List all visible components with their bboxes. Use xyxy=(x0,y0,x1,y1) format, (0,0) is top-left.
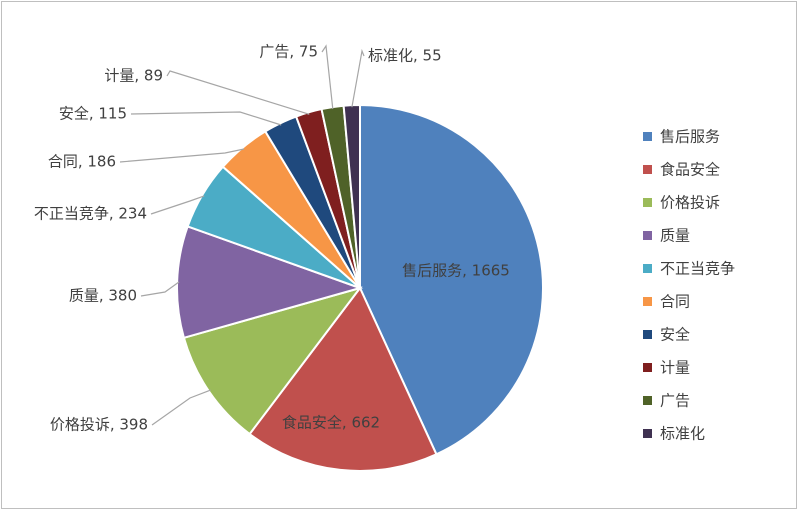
legend-swatch xyxy=(643,132,652,141)
legend-label: 不正当竞争 xyxy=(660,260,735,278)
leader-line xyxy=(351,48,365,108)
legend-label: 售后服务 xyxy=(660,128,720,146)
legend-item: 价格投诉 xyxy=(643,194,720,212)
legend-swatch xyxy=(643,198,652,207)
pie-slice xyxy=(359,103,544,456)
leader-line xyxy=(119,148,245,163)
data-labels: 售后服务, 1665 食品安全, 662 价格投诉, 398 质量, 380 不正当竞争… xyxy=(34,43,510,434)
legend-item: 广告 xyxy=(643,392,690,410)
data-label: 食品安全, 662 xyxy=(282,414,380,432)
legend-label: 标准化 xyxy=(660,425,705,443)
legend-item: 安全 xyxy=(643,326,690,344)
legend-swatch xyxy=(643,363,652,372)
legend-label: 计量 xyxy=(660,359,690,377)
data-label: 标准化, 55 xyxy=(368,47,442,65)
legend-label: 质量 xyxy=(660,227,690,245)
data-label: 安全, 115 xyxy=(59,105,127,123)
legend-swatch xyxy=(643,330,652,339)
data-label: 质量, 380 xyxy=(69,287,137,305)
data-label: 计量, 89 xyxy=(104,67,163,85)
pie-slices xyxy=(176,103,544,472)
data-label: 价格投诉, 398 xyxy=(50,416,148,434)
legend-swatch xyxy=(643,231,652,240)
legend-label: 食品安全 xyxy=(660,161,720,179)
leader-lines xyxy=(119,44,365,426)
legend-item: 售后服务 xyxy=(643,128,720,146)
leader-line xyxy=(150,195,205,215)
legend-label: 合同 xyxy=(660,293,690,311)
pie-slice xyxy=(248,286,438,472)
legend-swatch xyxy=(643,396,652,405)
legend-swatch xyxy=(643,429,652,438)
data-label: 合同, 186 xyxy=(48,153,116,171)
legend-item: 质量 xyxy=(643,227,690,245)
legend-swatch xyxy=(643,297,652,306)
legend-label: 价格投诉 xyxy=(660,194,720,212)
legend-item: 食品安全 xyxy=(643,161,720,179)
data-label: 售后服务, 1665 xyxy=(402,262,510,280)
data-label: 不正当竞争, 234 xyxy=(34,205,147,223)
leader-line xyxy=(166,70,310,115)
pie-slice xyxy=(176,225,364,340)
legend-item: 计量 xyxy=(643,359,690,377)
legend-swatch xyxy=(643,264,652,273)
legend-swatch xyxy=(643,165,652,174)
data-label: 广告, 75 xyxy=(259,43,318,61)
legend-label: 广告 xyxy=(660,392,690,410)
legend-label: 安全 xyxy=(660,326,690,344)
legend-item: 标准化 xyxy=(643,425,705,443)
leader-line xyxy=(130,111,282,126)
legend-item: 不正当竞争 xyxy=(643,260,735,278)
leader-line xyxy=(151,389,211,426)
legend-item: 合同 xyxy=(643,293,690,311)
leader-line xyxy=(140,281,180,297)
leader-line xyxy=(321,44,334,110)
